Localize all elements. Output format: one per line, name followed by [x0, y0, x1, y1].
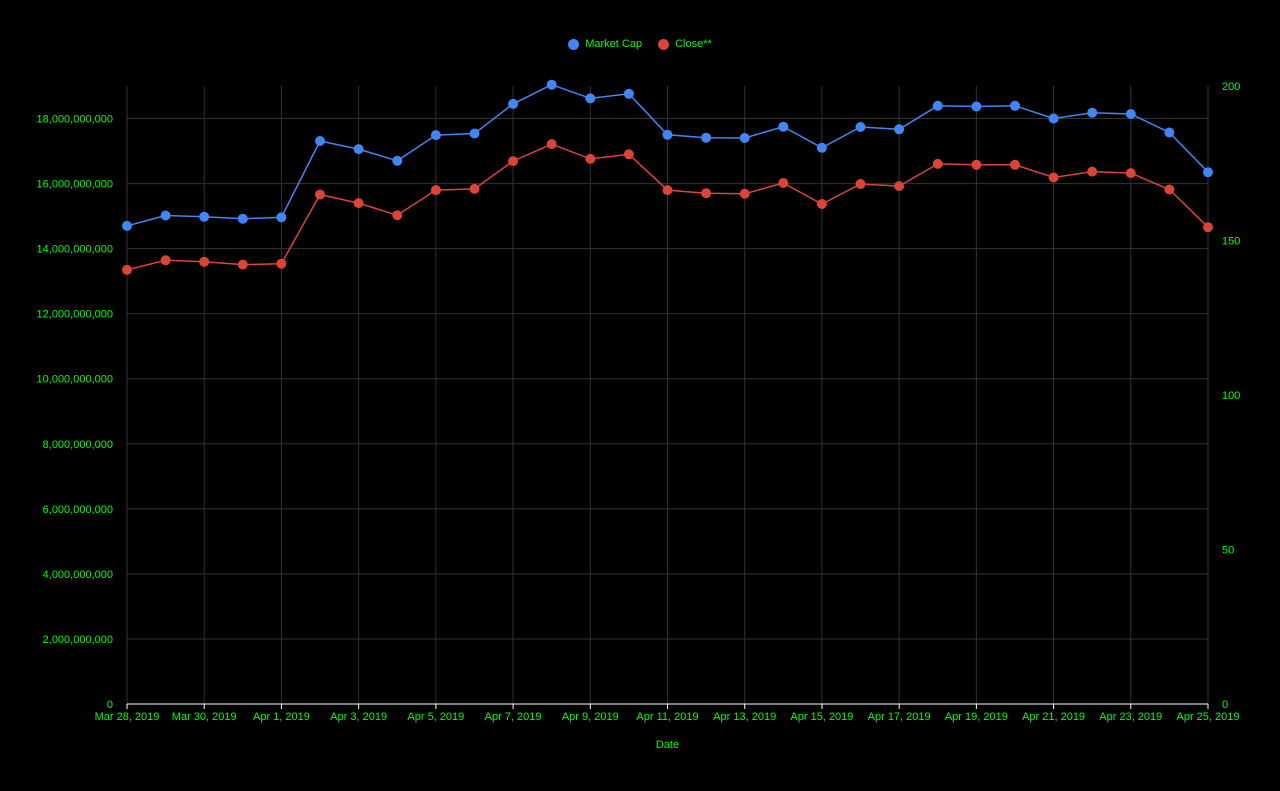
y-left-tick-label: 12,000,000,000 [37, 309, 113, 321]
data-point-market-cap [469, 128, 480, 139]
data-point-market-cap [1125, 109, 1136, 119]
legend-item-close[interactable]: Close** [658, 38, 712, 50]
data-point-close [315, 189, 325, 200]
y-left-tick-label: 4,000,000,000 [43, 569, 113, 581]
data-point-market-cap [1164, 127, 1175, 138]
data-point-close [237, 259, 248, 270]
legend-item-market-cap[interactable]: Market Cap [568, 38, 642, 50]
x-tick-label: Apr 9, 2019 [562, 711, 619, 723]
x-tick-label: Apr 19, 2019 [945, 711, 1008, 723]
x-tick-label: Mar 28, 2019 [95, 711, 160, 723]
data-point-market-cap [585, 93, 596, 104]
x-tick-label: Apr 13, 2019 [713, 711, 776, 723]
legend-label-market-cap: Market Cap [585, 38, 643, 50]
data-point-market-cap [701, 132, 712, 143]
legend-swatch-close [658, 38, 670, 50]
data-point-market-cap [739, 133, 750, 143]
y-right-tick-label: 150 [1222, 236, 1240, 248]
data-point-close [662, 185, 673, 196]
data-point-market-cap [662, 129, 673, 140]
data-point-close [1203, 222, 1213, 233]
data-point-market-cap [546, 79, 557, 90]
data-point-market-cap [894, 124, 905, 135]
data-point-market-cap [1203, 167, 1213, 178]
x-tick-label: Apr 15, 2019 [790, 711, 853, 723]
legend-swatch-market-cap [568, 38, 580, 50]
x-tick-label: Apr 17, 2019 [868, 711, 931, 723]
data-point-close [701, 188, 712, 199]
data-point-market-cap [932, 100, 943, 111]
data-point-close [122, 264, 132, 275]
data-point-close [932, 158, 943, 169]
data-point-close [855, 179, 866, 189]
data-point-close [1164, 184, 1175, 195]
data-point-close [778, 178, 789, 188]
data-point-market-cap [623, 88, 634, 99]
y-left-tick-label: 6,000,000,000 [43, 504, 113, 516]
x-axis-title: Date [656, 739, 679, 751]
data-point-close [276, 258, 287, 269]
data-point-close [160, 255, 171, 266]
x-tick-label: Apr 25, 2019 [1177, 711, 1240, 723]
data-point-market-cap [430, 130, 441, 141]
data-point-close [430, 185, 441, 196]
x-tick-label: Apr 1, 2019 [253, 711, 310, 723]
y-right-tick-label: 100 [1222, 390, 1240, 402]
data-point-close [392, 210, 403, 221]
data-point-close [585, 153, 596, 164]
y-right-tick-label: 200 [1222, 81, 1240, 93]
x-tick-label: Apr 23, 2019 [1099, 711, 1162, 723]
x-tick-label: Apr 3, 2019 [330, 711, 387, 723]
x-tick-label: Apr 11, 2019 [636, 711, 698, 723]
data-point-close [469, 183, 480, 194]
data-point-market-cap [392, 155, 403, 166]
y-left-tick-label: 16,000,000,000 [37, 179, 113, 191]
y-left-tick-label: 18,000,000,000 [37, 114, 113, 126]
y-left-tick-label: 8,000,000,000 [43, 439, 113, 451]
legend-label-close: Close** [675, 38, 712, 50]
data-point-market-cap [778, 121, 789, 132]
data-point-market-cap [971, 101, 982, 112]
data-point-market-cap [199, 211, 210, 222]
data-point-market-cap [1087, 107, 1098, 118]
legend: Market Cap Close** [0, 38, 1280, 50]
data-point-close [1125, 168, 1136, 179]
data-point-close [894, 181, 905, 192]
data-point-close [546, 139, 557, 150]
x-tick-label: Apr 5, 2019 [407, 711, 464, 723]
y-right-tick-label: 0 [1222, 699, 1228, 711]
data-point-market-cap [816, 142, 827, 153]
data-point-market-cap [508, 98, 519, 109]
y-left-tick-label: 0 [107, 699, 113, 711]
data-point-market-cap [237, 213, 248, 224]
data-point-close [971, 159, 982, 170]
data-point-market-cap [1048, 113, 1059, 124]
data-point-market-cap [315, 136, 325, 146]
data-point-close [353, 198, 364, 209]
data-point-market-cap [276, 212, 287, 223]
data-point-close [199, 256, 210, 267]
data-point-close [508, 156, 519, 167]
data-point-market-cap [855, 122, 866, 132]
data-point-close [623, 149, 634, 160]
x-tick-label: Mar 30, 2019 [172, 711, 237, 723]
data-point-close [1010, 159, 1020, 170]
y-left-tick-label: 14,000,000,000 [37, 244, 113, 256]
data-point-close [739, 188, 750, 199]
x-tick-label: Apr 21, 2019 [1022, 711, 1085, 723]
x-tick-label: Apr 7, 2019 [485, 711, 542, 723]
y-left-tick-label: 2,000,000,000 [43, 634, 113, 646]
y-left-tick-label: 10,000,000,000 [37, 374, 113, 386]
data-point-market-cap [160, 210, 171, 221]
y-right-tick-label: 50 [1222, 545, 1234, 557]
data-point-close [1087, 166, 1098, 177]
data-point-market-cap [122, 220, 132, 231]
data-point-market-cap [1010, 100, 1020, 111]
data-point-close [816, 199, 827, 209]
data-point-market-cap [353, 144, 364, 155]
data-point-close [1048, 172, 1059, 183]
